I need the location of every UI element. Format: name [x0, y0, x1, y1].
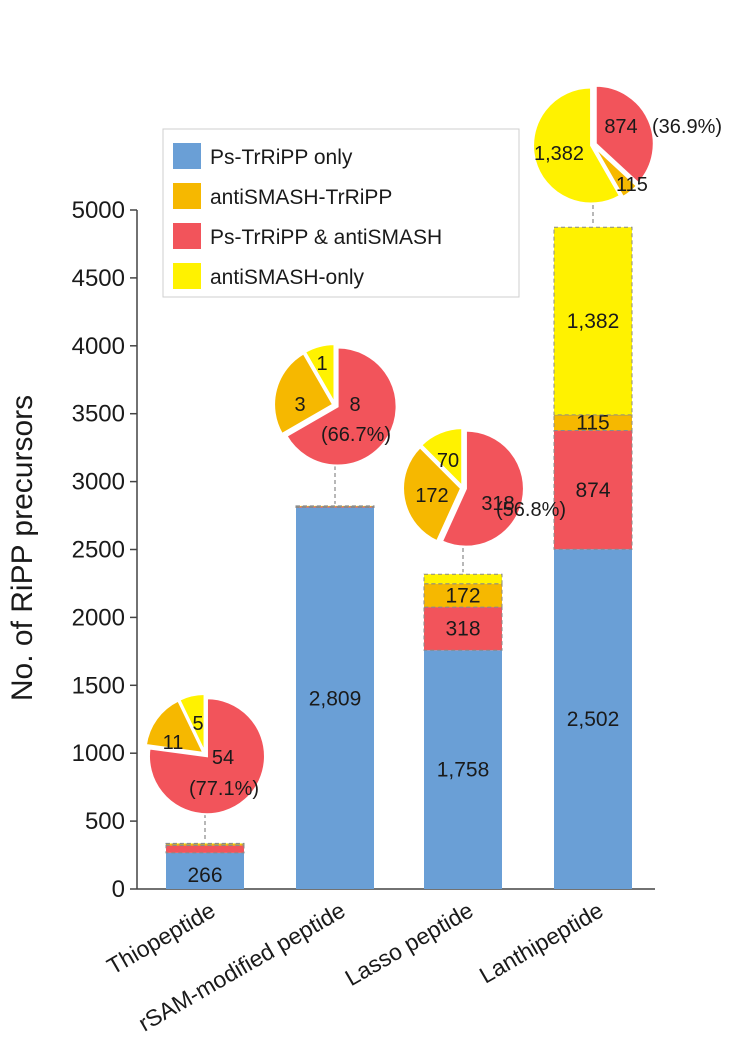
pie-percent-label: (66.7%)	[321, 424, 391, 446]
pie-percent-label: (36.9%)	[652, 116, 722, 138]
pie-slice	[532, 86, 622, 205]
y-tick-label: 1500	[72, 672, 125, 699]
bar-value-label: 1,758	[437, 759, 490, 782]
y-tick-label: 5000	[72, 197, 125, 224]
pie-slice-label: 874	[604, 116, 637, 138]
y-tick-label: 1000	[72, 740, 125, 767]
bar-value-label: 115	[576, 412, 609, 435]
pie-slice	[593, 145, 639, 199]
pie-slice-label: 70	[437, 450, 459, 472]
bar-segment	[423, 573, 503, 585]
pie-slice	[402, 445, 463, 543]
bar-value-label: 2,809	[309, 687, 362, 710]
bar-segment	[295, 505, 375, 509]
pie-slice	[440, 429, 525, 548]
bar-value-label: 266	[187, 864, 222, 887]
legend-label: Ps-TrRiPP only	[210, 146, 353, 169]
bar-segment	[165, 843, 245, 847]
bar-segment	[554, 549, 632, 889]
x-category-label: Lasso peptide	[340, 897, 477, 991]
bar-segment	[553, 226, 633, 416]
pie-slice-label: 8	[349, 394, 360, 416]
pie-slice	[285, 346, 398, 467]
pie-slice	[144, 699, 206, 755]
bar-value-label: 874	[575, 479, 610, 502]
pie-slice-label: 54	[212, 747, 234, 769]
pie-slice	[147, 697, 266, 816]
pie-slice	[594, 84, 655, 185]
y-tick-label: 4000	[72, 333, 125, 360]
legend-label: Ps-TrRiPP & antiSMASH	[210, 226, 442, 249]
bar-value-label: 318	[445, 618, 480, 641]
legend-swatch	[173, 183, 201, 209]
legend: Ps-TrRiPP only antiSMASH-TrRiPP Ps-TrRiPP …	[162, 128, 520, 298]
bar-segment	[423, 606, 503, 651]
pie-slice-label: 172	[415, 485, 448, 507]
pie-slice	[273, 352, 335, 436]
x-category-label: Thiopeptide	[102, 897, 219, 980]
y-tick-label: 0	[112, 876, 125, 903]
bar-value-label: 1,382	[567, 310, 620, 333]
pie-slice-label: 3	[294, 394, 305, 416]
x-category-label: rSAM-modified peptide	[134, 897, 350, 1036]
pie-slice-label: 1	[316, 353, 327, 375]
y-tick-label: 2500	[72, 537, 125, 564]
pie-percent-label: (77.1%)	[189, 778, 259, 800]
bar-value-label: 172	[445, 584, 480, 607]
pie-slice	[419, 427, 464, 489]
y-tick-label: 3500	[72, 401, 125, 428]
pie-slice-label: 318	[481, 493, 514, 515]
bar-segment	[165, 845, 245, 854]
y-tick-label: 4500	[72, 265, 125, 292]
pies-group: 54(77.1%)1158(66.7%)31318(56.8%)17270874…	[144, 84, 722, 842]
bar-segment	[296, 507, 374, 889]
legend-swatch	[173, 263, 201, 289]
legend-swatch	[173, 143, 201, 169]
legend-label: antiSMASH-only	[210, 266, 365, 289]
legend-label: antiSMASH-TrRiPP	[210, 186, 392, 209]
pie-slice-label: 1,382	[534, 143, 584, 165]
bar-value-label: 2,502	[567, 708, 620, 731]
pie-slice-label: 11	[163, 732, 184, 754]
y-axis-title: No. of RiPP precursors	[6, 395, 39, 701]
legend-box	[162, 128, 520, 298]
pie-slice	[178, 693, 206, 753]
legend-swatch	[173, 223, 201, 249]
x-category-label: Lanthipeptide	[475, 897, 608, 989]
bar-segment	[166, 852, 244, 889]
y-tick-label: 500	[85, 808, 125, 835]
bar-segment	[424, 650, 502, 889]
pie-percent-label: (56.8%)	[496, 499, 566, 521]
bar-segment	[295, 505, 375, 507]
y-tick-label: 2000	[72, 604, 125, 631]
pie-slice-label: 115	[616, 174, 648, 196]
bar-segment	[165, 842, 245, 845]
pie-slice	[303, 343, 336, 407]
pie-slice-label: 5	[192, 713, 203, 735]
y-tick-label: 3000	[72, 469, 125, 496]
